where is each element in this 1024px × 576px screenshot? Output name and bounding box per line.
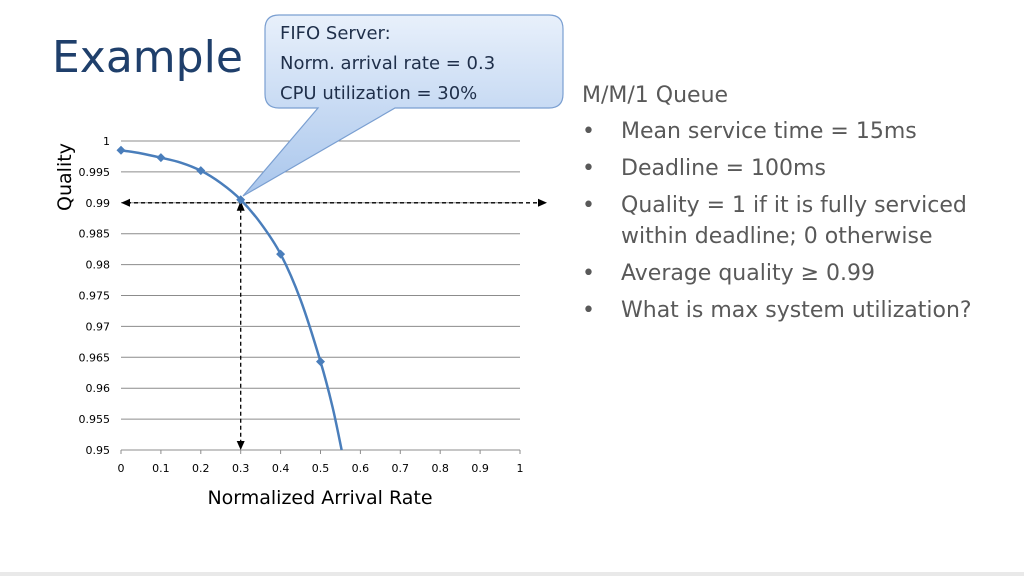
callout-line-2: Norm. arrival rate = 0.3 [280,53,495,74]
data-point [236,195,246,205]
chart-series [116,145,343,451]
bullet-dot-icon: • [582,298,595,323]
callout-line-1: FIFO Server: [280,23,391,44]
y-tick-label: 0.96 [86,382,111,395]
data-point [196,166,206,176]
callout-shape [242,14,564,197]
bullet-text: Quality = 1 if it is fully serviced with… [621,193,967,249]
y-tick-label: 0.99 [86,197,111,210]
x-tick-label: 0.3 [232,462,250,475]
bullet-text: What is max system utilization? [621,298,972,323]
bullet-dot-icon: • [582,261,595,286]
data-point [276,249,286,259]
bullet-item: • What is max system utilization? [582,295,1012,326]
y-tick-label: 0.965 [79,351,111,364]
bullet-dot-icon: • [582,156,595,181]
footer-divider [0,572,1024,576]
bullet-text: Average quality ≥ 0.99 [621,261,875,286]
y-tick-label: 0.975 [79,290,111,303]
x-tick-label: 0.5 [312,462,330,475]
x-tick-label: 0.1 [152,462,170,475]
bullet-item: • Mean service time = 15ms [582,116,1012,147]
x-axis-label: Normalized Arrival Rate [207,487,432,509]
bullet-item: • Quality = 1 if it is fully serviced wi… [582,190,1012,252]
bullet-dot-icon: • [582,119,595,144]
y-tick-label: 0.955 [79,413,111,426]
x-tick-label: 0.2 [192,462,210,475]
x-tick-label: 0.9 [471,462,489,475]
bullet-panel: M/M/1 Queue • Mean service time = 15ms •… [582,82,1012,332]
y-tick-label: 0.995 [79,166,111,179]
y-tick-label: 0.95 [86,444,111,457]
x-tick-label: 0 [118,462,125,475]
reference-arrows [121,198,547,450]
callout-bubble: FIFO Server: Norm. arrival rate = 0.3 CP… [242,14,564,197]
bullet-item: • Deadline = 100ms [582,153,1012,184]
arrow-up-icon [236,200,245,211]
arrow-down-icon [236,441,245,450]
y-tick-label: 0.985 [79,228,111,241]
x-tick-label: 0.7 [392,462,410,475]
chart-gridlines [120,140,521,454]
y-tick-label: 0.98 [86,259,111,272]
bullet-text: Mean service time = 15ms [621,119,917,144]
y-axis-label: Quality [54,143,76,211]
callout-line-3: CPU utilization = 30% [280,83,477,104]
arrow-right-icon [538,198,547,207]
bullet-item: • Average quality ≥ 0.99 [582,258,1012,289]
x-tick-label: 0.6 [352,462,370,475]
bullet-dot-icon: • [582,193,595,218]
x-tick-labels: 0 0.1 0.2 0.3 0.4 0.5 0.6 0.7 0.8 0.9 1 [118,462,524,475]
y-tick-label: 0.97 [86,320,111,333]
bullet-text: Deadline = 100ms [621,156,826,181]
data-point [316,357,325,367]
x-tick-label: 0.4 [272,462,290,475]
series-line [120,149,343,451]
y-tick-label: 1 [103,135,110,148]
slide-title: Example [52,32,243,83]
y-tick-labels: 1 0.995 0.99 0.985 0.98 0.975 0.97 0.965 0.96 0.9… [79,135,111,457]
data-point [116,145,126,155]
data-point [156,153,166,163]
x-tick-label: 0.8 [431,462,449,475]
arrow-left-icon [121,198,130,207]
bullet-heading: M/M/1 Queue [582,83,729,108]
x-tick-label: 1 [517,462,524,475]
